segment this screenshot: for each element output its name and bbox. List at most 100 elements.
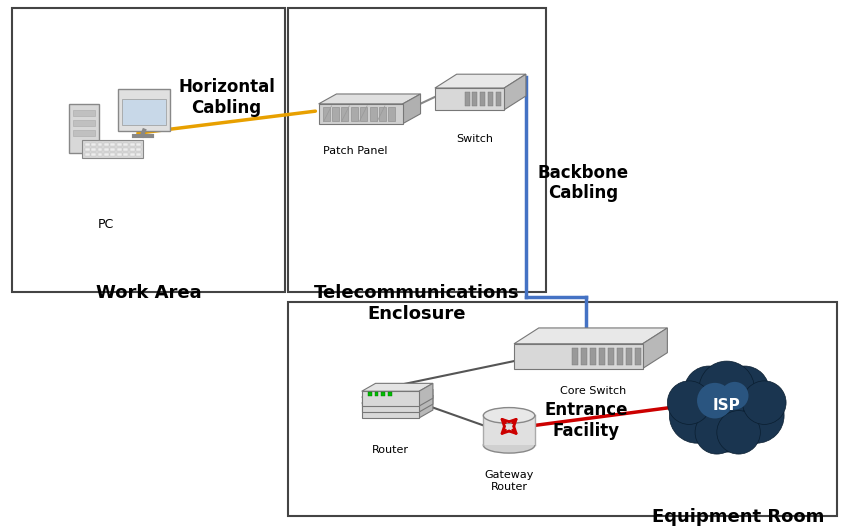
Circle shape [721,382,749,410]
Bar [91,153,96,156]
Circle shape [685,369,768,452]
Bar [136,143,141,146]
Text: Entrance
Facility: Entrance Facility [545,401,628,440]
Polygon shape [362,383,433,391]
Polygon shape [318,104,402,123]
Text: Router: Router [372,445,409,455]
Bar [91,148,96,152]
Polygon shape [504,74,526,110]
Polygon shape [643,328,667,368]
Polygon shape [435,88,504,110]
Polygon shape [362,389,433,397]
Bar [496,92,501,106]
Bar [118,89,170,130]
Bar [332,107,339,121]
Text: ISP: ISP [713,398,740,413]
Bar [122,99,166,125]
Text: Equipment Room: Equipment Room [652,508,824,526]
FancyBboxPatch shape [289,302,836,516]
Bar [110,148,115,152]
FancyBboxPatch shape [13,8,284,292]
Bar [608,348,614,365]
Bar [130,143,135,146]
Bar [617,348,623,365]
Bar [69,104,98,153]
Bar [590,348,596,365]
Bar [85,148,90,152]
Bar [85,143,90,146]
Bar [73,120,94,126]
Bar [117,148,121,152]
Bar [473,92,477,106]
Bar [379,107,386,121]
Polygon shape [419,389,433,412]
Bar [374,392,379,396]
Polygon shape [514,328,667,344]
Bar [488,92,493,106]
Circle shape [684,366,734,416]
Bar [464,92,469,106]
Bar [104,148,109,152]
Bar [123,153,128,156]
Polygon shape [362,391,419,406]
Circle shape [697,383,733,419]
Bar [136,148,141,152]
Polygon shape [419,383,433,406]
Text: Switch: Switch [456,134,493,144]
Bar [626,348,632,365]
Circle shape [728,388,784,443]
Polygon shape [435,74,526,88]
Circle shape [669,388,725,443]
Text: Work Area: Work Area [96,284,201,302]
Text: Patch Panel: Patch Panel [323,146,388,156]
Ellipse shape [483,408,535,423]
Polygon shape [419,395,433,418]
FancyBboxPatch shape [289,8,546,292]
Circle shape [717,411,761,454]
Bar [388,107,396,121]
Text: Horizontal
Cabling: Horizontal Cabling [178,78,275,117]
Bar [341,107,348,121]
Bar [82,140,143,158]
Bar [110,153,115,156]
Polygon shape [362,397,419,412]
Bar [582,348,588,365]
Bar [368,392,372,396]
Bar [104,143,109,146]
Bar [98,153,103,156]
Text: Gateway
Router: Gateway Router [485,470,534,491]
Circle shape [699,361,755,417]
Bar [483,416,535,445]
Bar [110,143,115,146]
Bar [481,92,486,106]
Polygon shape [514,344,643,368]
Polygon shape [362,403,419,418]
Bar [73,110,94,116]
Polygon shape [362,395,433,403]
Bar [136,153,141,156]
Bar [117,153,121,156]
Bar [130,153,135,156]
Circle shape [695,411,739,454]
Bar [85,153,90,156]
Bar [123,143,128,146]
Bar [98,143,103,146]
Polygon shape [318,94,420,104]
Bar [381,392,385,396]
Circle shape [720,366,769,416]
Bar [388,392,392,396]
Bar [98,148,103,152]
Bar [73,130,94,136]
Text: Telecommunications
Enclosure: Telecommunications Enclosure [314,284,520,323]
Text: Core Switch: Core Switch [560,386,627,396]
Text: PC: PC [98,218,114,231]
Circle shape [743,381,786,425]
Text: Backbone
Cabling: Backbone Cabling [537,164,629,202]
Bar [104,153,109,156]
Bar [123,148,128,152]
Circle shape [667,381,711,425]
Bar [130,148,135,152]
Ellipse shape [483,437,535,453]
Bar [360,107,367,121]
Bar [117,143,121,146]
